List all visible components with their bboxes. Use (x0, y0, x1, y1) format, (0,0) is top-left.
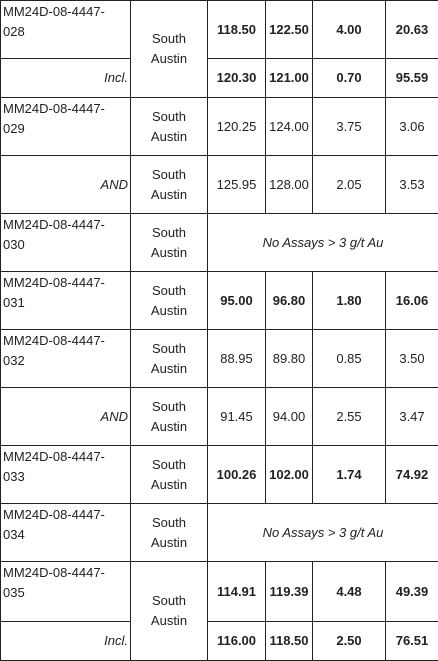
from: 91.45 (208, 388, 266, 446)
to: 118.50 (266, 622, 313, 661)
hole-id: MM24D-08-4447-030 (1, 214, 131, 272)
to: 119.39 (266, 562, 313, 622)
to: 89.80 (266, 330, 313, 388)
grade: 49.39 (386, 562, 438, 622)
area: South Austin (131, 214, 208, 272)
to: 121.00 (266, 59, 313, 98)
from: 120.25 (208, 98, 266, 156)
length: 0.85 (313, 330, 386, 388)
hole-id: MM24D-08-4447-028 (1, 1, 131, 59)
length: 1.74 (313, 446, 386, 504)
grade: 3.06 (386, 98, 438, 156)
grade: 16.06 (386, 272, 438, 330)
area: South Austin (131, 330, 208, 388)
area: South Austin (131, 272, 208, 330)
area: South Austin (131, 98, 208, 156)
area: South Austin (131, 388, 208, 446)
hole-id: AND (1, 156, 131, 214)
to: 124.00 (266, 98, 313, 156)
grade: 3.50 (386, 330, 438, 388)
grade: 3.53 (386, 156, 438, 214)
to: 122.50 (266, 1, 313, 59)
from: 125.95 (208, 156, 266, 214)
hole-id: MM24D-08-4447-029 (1, 98, 131, 156)
to: 94.00 (266, 388, 313, 446)
to: 102.00 (266, 446, 313, 504)
length: 2.05 (313, 156, 386, 214)
from: 118.50 (208, 1, 266, 59)
hole-id: MM24D-08-4447-031 (1, 272, 131, 330)
from: 100.26 (208, 446, 266, 504)
grade: 20.63 (386, 1, 438, 59)
hole-id: MM24D-08-4447-035 (1, 562, 131, 622)
area: South Austin (131, 446, 208, 504)
note: No Assays > 3 g/t Au (208, 214, 438, 272)
from: 116.00 (208, 622, 266, 661)
from: 95.00 (208, 272, 266, 330)
from: 120.30 (208, 59, 266, 98)
hole-id: Incl. (1, 59, 131, 98)
grade: 3.47 (386, 388, 438, 446)
hole-id: Incl. (1, 622, 131, 661)
length: 4.48 (313, 562, 386, 622)
note: No Assays > 3 g/t Au (208, 504, 438, 562)
to: 128.00 (266, 156, 313, 214)
length: 2.50 (313, 622, 386, 661)
hole-id: MM24D-08-4447-033 (1, 446, 131, 504)
length: 0.70 (313, 59, 386, 98)
area: South Austin (131, 156, 208, 214)
area: South Austin (131, 504, 208, 562)
area: South Austin (131, 562, 208, 661)
to: 96.80 (266, 272, 313, 330)
area: South Austin (131, 1, 208, 98)
hole-id: AND (1, 388, 131, 446)
length: 1.80 (313, 272, 386, 330)
grade: 74.92 (386, 446, 438, 504)
hole-id: MM24D-08-4447-032 (1, 330, 131, 388)
grade: 76.51 (386, 622, 438, 661)
length: 2.55 (313, 388, 386, 446)
length: 3.75 (313, 98, 386, 156)
grade: 95.59 (386, 59, 438, 98)
length: 4.00 (313, 1, 386, 59)
from: 114.91 (208, 562, 266, 622)
from: 88.95 (208, 330, 266, 388)
hole-id: MM24D-08-4447-034 (1, 504, 131, 562)
